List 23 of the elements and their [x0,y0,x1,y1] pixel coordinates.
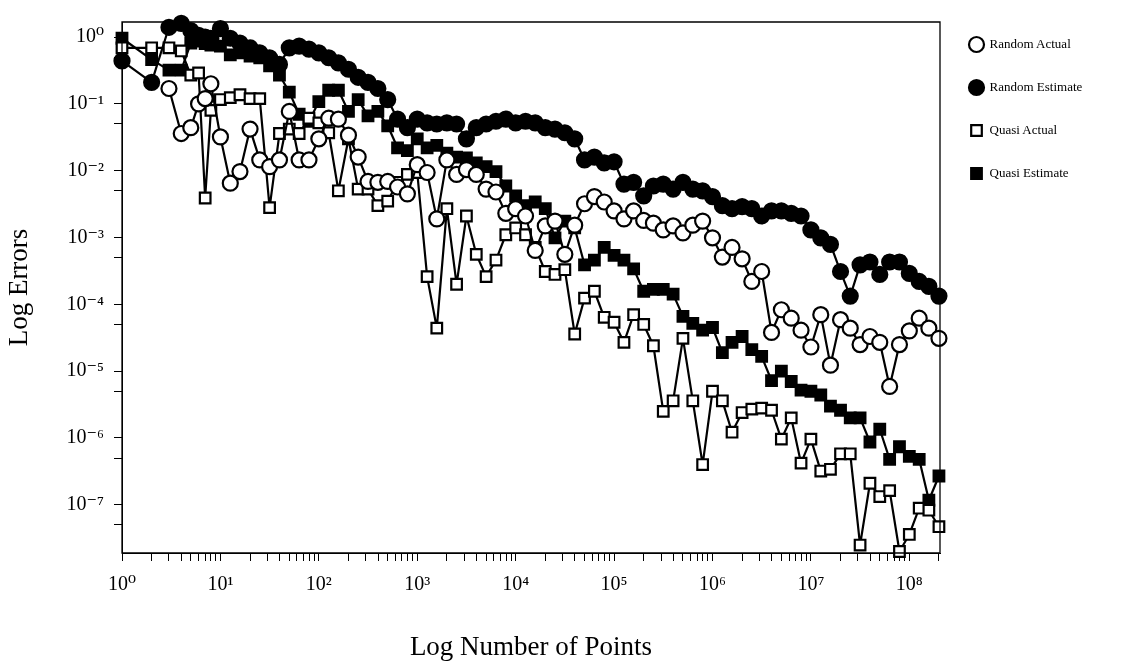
y-tick-label: 10⁻⁵ [66,358,104,381]
x-tick-label: 10⁵ [600,572,628,595]
y-tick-label: 10⁻¹ [67,91,104,114]
legend-label: Random Estimate [989,78,1083,94]
x-tick-label: 10⁸ [895,572,923,595]
y-tick-label: 10⁻⁶ [66,425,105,448]
y-tick-label: 10⁻³ [67,224,104,247]
x-tick-label: 10² [305,572,332,595]
x-tick-label: 10¹ [207,572,234,595]
x-tick-label: 10³ [404,572,431,595]
legend-label: Quasi Estimate [989,164,1069,180]
y-tick-label: 10⁻² [67,157,104,180]
y-tick-label: 10⁻⁷ [66,492,105,515]
y-tick-label: 10⁰ [75,24,104,47]
x-axis-title: Log Number of Points [409,630,653,661]
x-tick-label: 10⁷ [797,572,825,595]
legend-label: Quasi Actual [989,121,1058,137]
x-tick-label: 10⁶ [699,572,726,595]
legend-label: Random Actual [989,35,1072,51]
x-tick-label: 10⁴ [502,572,530,595]
y-tick-label: 10⁻⁴ [66,291,105,314]
y-axis-title: Log Errors [3,228,34,347]
x-tick-label: 10⁰ [107,572,137,595]
